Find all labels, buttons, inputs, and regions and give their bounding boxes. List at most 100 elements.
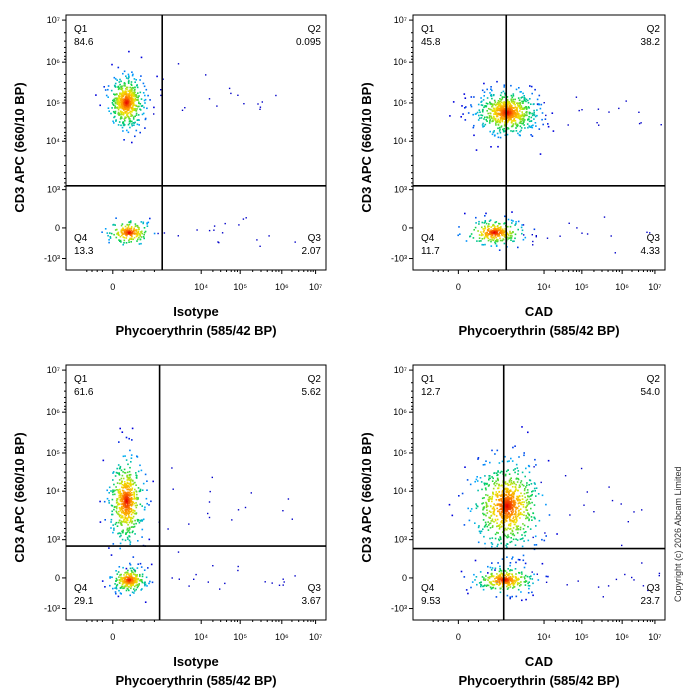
event-dot (131, 141, 133, 144)
event-dot (471, 581, 474, 583)
event-dot (137, 519, 140, 521)
event-dot (131, 107, 134, 110)
event-dot (494, 580, 496, 583)
event-dot (130, 84, 133, 86)
event-dot (119, 532, 122, 535)
event-dot (516, 507, 519, 509)
event-dot (490, 226, 492, 228)
event-dot (129, 234, 132, 236)
event-dot (123, 91, 125, 93)
event-dot (257, 103, 259, 105)
event-dot (493, 110, 495, 112)
event-dot (496, 114, 498, 116)
event-dot (111, 498, 114, 501)
event-dot (512, 98, 515, 101)
event-dot (120, 88, 122, 90)
event-dot (104, 89, 107, 91)
event-dot (138, 102, 140, 105)
event-dot (512, 111, 514, 114)
event-dot (501, 586, 504, 588)
event-dot (465, 106, 467, 108)
event-dot (208, 516, 211, 519)
event-dot (494, 233, 497, 235)
event-dot (110, 89, 113, 92)
event-dot (106, 489, 108, 492)
event-dot (516, 110, 518, 112)
event-dot (495, 107, 498, 109)
event-dot (507, 587, 510, 589)
event-dot (115, 499, 118, 502)
event-dot (124, 578, 126, 580)
event-dot (530, 134, 532, 136)
event-dot (237, 509, 240, 511)
event-dot (521, 513, 523, 516)
event-dot (516, 499, 519, 502)
event-dot (497, 118, 499, 121)
event-dot (511, 482, 514, 485)
event-dot (514, 510, 517, 513)
event-dot (123, 236, 126, 239)
event-dot (160, 94, 162, 97)
x-tick-label: 10⁵ (233, 632, 247, 642)
event-dot (511, 109, 513, 111)
event-dot (569, 514, 571, 516)
event-dot (496, 573, 498, 575)
event-dot (123, 484, 126, 486)
quadrant-name-q2: Q2 (308, 374, 322, 385)
event-dot (531, 571, 533, 573)
x-axis-label-channel: Phycoerythrin (585/42 BP) (458, 673, 619, 688)
event-dot (498, 462, 501, 464)
event-dot (536, 573, 538, 575)
event-dot (121, 431, 124, 433)
event-dot (120, 507, 122, 510)
event-dot (243, 103, 245, 105)
event-dot (124, 107, 127, 109)
event-dot (122, 102, 124, 104)
event-dot (117, 95, 120, 97)
event-dot (137, 470, 140, 473)
event-dot (533, 113, 535, 115)
event-dot (503, 84, 506, 86)
event-dot (129, 221, 132, 224)
event-dot (501, 494, 503, 496)
event-dot (120, 95, 122, 98)
event-dot (139, 520, 142, 522)
event-dot (509, 109, 512, 112)
event-dot (134, 577, 137, 580)
event-dot (123, 70, 126, 73)
event-dot (533, 111, 535, 114)
event-dot (494, 117, 497, 120)
event-dot (134, 223, 137, 225)
event-dot (506, 490, 509, 492)
event-dot (510, 496, 512, 499)
event-dot (127, 230, 129, 233)
event-dot (507, 234, 510, 236)
event-dot (517, 528, 520, 530)
event-dot (649, 232, 651, 234)
event-dot (516, 495, 518, 498)
event-dot (128, 229, 130, 232)
event-dot (519, 125, 522, 128)
event-dot (123, 111, 125, 114)
event-dot (115, 471, 118, 474)
event-dot (503, 222, 506, 224)
event-dot (144, 583, 146, 586)
event-dot (139, 103, 142, 105)
event-dot (525, 598, 527, 601)
event-dot (125, 91, 127, 94)
event-dot (129, 473, 132, 476)
event-dot (131, 520, 134, 523)
event-dot (135, 472, 137, 474)
event-dot (133, 236, 136, 239)
event-dot (132, 86, 134, 89)
event-dot (495, 596, 498, 598)
event-dot (509, 596, 512, 598)
event-dot (129, 91, 131, 94)
event-dot (494, 221, 496, 224)
event-dot (130, 478, 132, 481)
event-dot (121, 111, 124, 114)
event-dot (501, 498, 503, 501)
event-dot (506, 460, 509, 463)
event-dot (496, 531, 498, 534)
event-dot (488, 114, 491, 117)
